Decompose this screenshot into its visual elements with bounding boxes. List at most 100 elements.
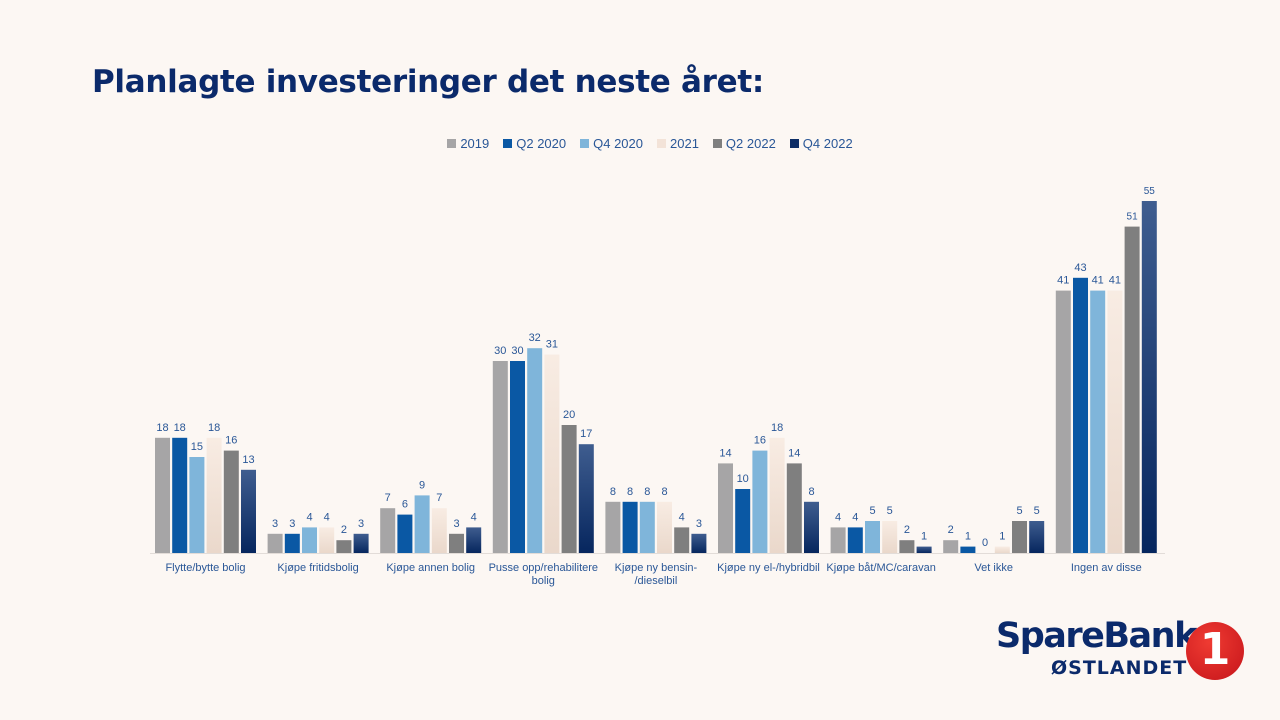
data-label: 0 — [982, 537, 988, 549]
bar-q4-2020-1 — [302, 527, 317, 553]
legend-swatch — [580, 139, 590, 148]
bar-2021-7 — [994, 546, 1010, 553]
data-label: 2 — [341, 524, 347, 536]
data-label: 5 — [887, 505, 893, 517]
data-label: 6 — [402, 499, 408, 511]
bar-q4-2020-5 — [752, 450, 768, 553]
data-label: 7 — [385, 492, 391, 504]
bar-2021-3 — [544, 354, 560, 553]
bar-2021-0 — [206, 437, 222, 553]
bar-q4-2022-8 — [1141, 201, 1157, 553]
bar-q4-2020-6 — [865, 521, 880, 553]
data-label: 1 — [999, 531, 1005, 543]
legend-label: Q4 2020 — [593, 136, 643, 151]
x-tick-label: Ingen av disse — [1071, 562, 1142, 574]
bar-q4-2022-7 — [1029, 521, 1045, 553]
bar-q4-2022-6 — [916, 546, 932, 553]
data-label: 16 — [754, 435, 766, 447]
bar-q4-2022-4 — [691, 533, 707, 553]
legend-swatch — [503, 139, 513, 148]
bar-2021-6 — [882, 521, 898, 553]
data-label: 2 — [904, 524, 910, 536]
bar-2019-0 — [155, 437, 170, 553]
page-title: Planlagte investeringer det neste året: — [92, 64, 764, 100]
bar-q2-2020-3 — [510, 361, 525, 553]
bar-2019-8 — [1055, 290, 1071, 553]
x-tick-label: Kjøpe ny el-/hybridbil — [717, 562, 820, 574]
bar-q2-2020-5 — [735, 489, 751, 553]
legend-item-2019: 2019 — [447, 136, 489, 151]
data-label: 3 — [272, 518, 278, 530]
bar-q2-2020-8 — [1073, 277, 1088, 553]
data-label: 4 — [835, 511, 841, 523]
legend-label: Q2 2020 — [516, 136, 567, 151]
data-label: 4 — [306, 511, 312, 523]
x-tick-label: Vet ikke — [974, 562, 1013, 574]
bar-2019-1 — [267, 533, 283, 553]
data-label: 2 — [948, 524, 954, 536]
data-label: 10 — [737, 473, 749, 485]
bar-q2-2022-2 — [449, 533, 464, 553]
data-label: 5 — [1034, 505, 1040, 517]
bar-q2-2022-7 — [1012, 521, 1027, 553]
bar-q2-2022-3 — [561, 425, 577, 553]
legend-item-q4-2020: Q4 2020 — [580, 136, 643, 151]
legend-label: 2021 — [670, 136, 699, 151]
data-label: 18 — [174, 422, 186, 434]
legend-item-2021: 2021 — [657, 136, 699, 151]
data-label: 41 — [1092, 275, 1104, 287]
logo-mark: 1 — [1199, 624, 1231, 675]
bar-2021-1 — [319, 527, 335, 553]
legend-item-q4-2022: Q4 2022 — [789, 136, 853, 151]
data-label: 8 — [627, 486, 633, 498]
bar-q4-2022-0 — [241, 469, 256, 553]
bar-q4-2020-0 — [189, 457, 205, 553]
bar-q2-2020-7 — [960, 546, 976, 553]
bar-2019-2 — [380, 508, 396, 553]
legend-swatch — [789, 139, 799, 148]
data-label: 18 — [156, 422, 168, 434]
bar-q4-2020-2 — [414, 495, 430, 553]
data-label: 32 — [529, 332, 541, 344]
data-label: 5 — [1016, 505, 1022, 517]
logo-wordmark: SpareBank — [996, 616, 1197, 656]
data-label: 30 — [494, 345, 506, 357]
data-label: 5 — [869, 505, 875, 517]
data-label: 41 — [1057, 275, 1069, 287]
data-label: 14 — [719, 447, 731, 459]
bar-q2-2020-6 — [847, 527, 863, 553]
bar-q2-2022-1 — [336, 540, 352, 553]
x-tick-label: Kjøpe fritidsbolig — [277, 562, 358, 574]
data-label: 51 — [1127, 212, 1139, 223]
x-axis-labels: Flytte/bytte bolig Kjøpe fritidsbolig Kjøp… — [165, 562, 1141, 587]
data-label: 13 — [242, 454, 254, 466]
data-label: 1 — [921, 531, 927, 543]
bar-q4-2020-8 — [1090, 290, 1106, 553]
x-tick-label: Flytte/bytte bolig — [165, 562, 245, 574]
logo-subtitle: ØSTLANDET — [1051, 657, 1188, 679]
bar-q2-2022-5 — [786, 463, 802, 553]
bar-2019-7 — [943, 540, 959, 553]
data-label: 17 — [580, 428, 592, 440]
bar-2019-4 — [605, 501, 621, 553]
bar-2021-4 — [657, 501, 672, 553]
sparebank-logo: SpareBank ØSTLANDET 1 — [996, 616, 1248, 686]
data-label: 15 — [191, 441, 203, 453]
data-label: 20 — [563, 409, 575, 421]
bar-q2-2020-4 — [622, 501, 638, 553]
bar-q4-2022-3 — [578, 444, 594, 553]
logo-circle-icon — [1186, 622, 1244, 680]
bar-q2-2020-2 — [397, 514, 413, 553]
legend-label: Q2 2022 — [725, 136, 776, 151]
data-label: 7 — [436, 492, 442, 504]
data-label: 8 — [610, 486, 616, 498]
data-label: 4 — [679, 511, 685, 523]
bar-2019-3 — [492, 361, 508, 553]
legend-label: Q4 2022 — [802, 136, 853, 151]
legend-item-q2-2020: Q2 2020 — [503, 136, 566, 151]
bar-2019-6 — [830, 527, 846, 553]
data-label: 18 — [208, 422, 220, 434]
x-tick-label: Kjøpe annen bolig — [386, 562, 475, 574]
